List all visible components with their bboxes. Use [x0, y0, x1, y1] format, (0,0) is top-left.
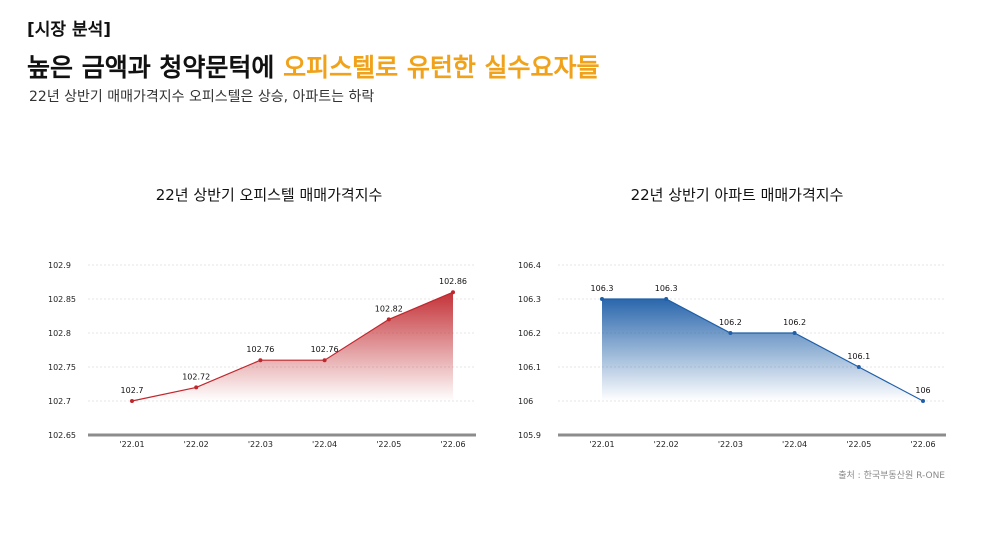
officetel-data-label: 102.72 — [182, 372, 210, 381]
apartment-y-tick-label: 106 — [518, 397, 533, 406]
officetel-data-point — [451, 290, 455, 295]
apartment-y-tick-label: 105.9 — [518, 431, 541, 440]
officetel-data-label: 102.82 — [375, 304, 403, 313]
officetel-x-tick-label: '22.06 — [440, 440, 465, 449]
headline-accent: 오피스텔로 유턴한 실수요자들 — [283, 53, 600, 82]
officetel-data-point — [258, 358, 263, 363]
officetel-y-tick-label: 102.9 — [48, 261, 71, 270]
apartment-x-tick-label: '22.04 — [782, 440, 807, 449]
section-tag: [시장 분석] — [27, 20, 112, 40]
apartment-data-point — [728, 331, 733, 335]
headline-main: 높은 금액과 청약문턱에 — [27, 53, 284, 82]
officetel-data-point — [194, 385, 199, 390]
officetel-data-label: 102.86 — [439, 277, 467, 286]
officetel-area — [132, 292, 453, 401]
apartment-chart-title: 22년 상반기 아파트 매매가격지수 — [630, 186, 844, 204]
officetel-x-tick-label: '22.05 — [376, 440, 401, 449]
officetel-data-point — [386, 317, 391, 322]
officetel-chart: 102.65 102.7 102.75 102.8 102.85 102.9 102.7 '2… — [48, 261, 476, 449]
apartment-data-point — [856, 365, 861, 369]
apartment-data-label: 106.1 — [847, 352, 870, 361]
officetel-y-tick-label: 102.65 — [48, 431, 76, 440]
apartment-data-label: 106.3 — [655, 284, 678, 293]
apartment-data-label: 106.2 — [719, 318, 742, 327]
apartment-series-line — [602, 298, 924, 402]
officetel-data-point — [322, 358, 327, 363]
officetel-chart-title: 22년 상반기 오피스텔 매매가격지수 — [155, 186, 383, 204]
apartment-x-tick-label: '22.01 — [589, 440, 614, 449]
apartment-data-label: 106 — [915, 386, 930, 395]
apartment-area — [602, 299, 923, 401]
officetel-series-line — [131, 291, 454, 402]
officetel-y-tick-label: 102.75 — [48, 363, 76, 372]
officetel-x-tick-label: '22.04 — [312, 440, 337, 449]
apartment-data-label: 106.3 — [591, 284, 614, 293]
officetel-data-point — [130, 399, 134, 403]
apartment-x-tick-label: '22.05 — [846, 440, 871, 449]
officetel-x-tick-label: '22.01 — [119, 440, 144, 449]
apartment-chart: 105.9 106 106.1 106.2 106.3 106.4 106.3 '22.01 1… — [518, 261, 946, 449]
apartment-data-point — [664, 297, 669, 301]
source-note: 출처 : 한국부동산원 R-ONE — [838, 471, 945, 481]
subline: 22년 상반기 매매가격지수 오피스텔은 상승, 아파트는 하락 — [29, 89, 375, 105]
apartment-data-label: 106.2 — [783, 318, 806, 327]
officetel-x-tick-label: '22.03 — [248, 440, 273, 449]
officetel-y-tick-label: 102.85 — [48, 295, 76, 304]
apartment-x-tick-label: '22.03 — [718, 440, 743, 449]
apartment-data-point — [600, 297, 604, 301]
officetel-x-tick-label: '22.02 — [184, 440, 209, 449]
apartment-y-tick-label: 106.4 — [518, 261, 541, 270]
apartment-x-tick-label: '22.02 — [654, 440, 679, 449]
apartment-data-point — [792, 331, 797, 335]
officetel-y-tick-label: 102.8 — [48, 329, 71, 338]
officetel-data-label: 102.7 — [121, 386, 144, 395]
officetel-data-label: 102.76 — [246, 345, 274, 354]
apartment-y-tick-label: 106.1 — [518, 363, 541, 372]
apartment-y-tick-label: 106.2 — [518, 329, 541, 338]
apartment-y-tick-label: 106.3 — [518, 295, 541, 304]
officetel-data-label: 102.76 — [311, 345, 339, 354]
apartment-x-tick-label: '22.06 — [910, 440, 935, 449]
officetel-y-tick-label: 102.7 — [48, 397, 71, 406]
apartment-data-point — [921, 399, 925, 403]
headline: 높은 금액과 청약문턱에 오피스텔로 유턴한 실수요자들 — [27, 48, 600, 84]
